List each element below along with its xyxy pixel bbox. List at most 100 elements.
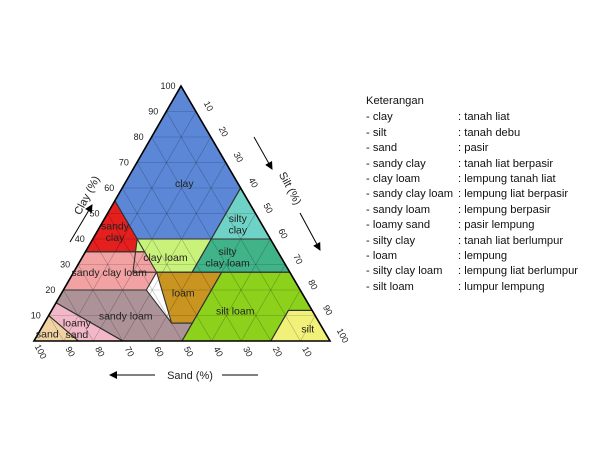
legend-term: - clay bbox=[366, 111, 393, 124]
clay-tick-label: 90 bbox=[148, 107, 158, 117]
sand-tick-label: 60 bbox=[152, 345, 166, 359]
legend-item: - sandy clay loam : lempung liat berpasir bbox=[366, 187, 578, 202]
clay-tick-label: 80 bbox=[134, 132, 144, 142]
legend-item: - clay loam : lempung tanah liat bbox=[366, 172, 578, 187]
legend-items: - clay : tanah liat - silt : tanah debu - sa… bbox=[366, 110, 578, 295]
zone-loamy-sand bbox=[48, 302, 123, 341]
zone-silt-loam bbox=[182, 272, 313, 341]
silt-tick-label: 40 bbox=[246, 176, 260, 190]
zone-label-sandy-loam: sandy loam bbox=[99, 311, 153, 323]
legend-item: - sandy clay : tanah liat berpasir bbox=[366, 157, 578, 172]
zone-label-silty-clay: clay bbox=[228, 225, 247, 237]
silt-tick-label: 90 bbox=[321, 303, 335, 317]
sand-tick-label: 90 bbox=[63, 345, 77, 359]
sand-tick-label: 10 bbox=[300, 345, 314, 359]
sand-tick-label: 50 bbox=[182, 345, 196, 359]
zone-loam bbox=[156, 272, 222, 324]
zone-label-silt: silt bbox=[301, 323, 314, 335]
legend-term: - silty clay loam bbox=[366, 265, 443, 278]
sand-tick-label: 80 bbox=[93, 345, 107, 359]
legend-item: - clay : tanah liat bbox=[366, 110, 578, 125]
grid-line bbox=[240, 264, 286, 342]
zone-label-loamy-sand: loamy bbox=[63, 318, 92, 330]
legend: Keterangan - clay : tanah liat - silt : tan… bbox=[366, 94, 578, 295]
zone-silty-clay-loam bbox=[192, 239, 290, 273]
triangle-outline bbox=[32, 84, 332, 342]
legend-term: - silt loam bbox=[366, 280, 414, 293]
silt-axis-title: Silt (%) bbox=[276, 170, 303, 207]
grid-line bbox=[136, 162, 242, 342]
zone-sandy-clay-loam bbox=[63, 251, 157, 290]
grid-line bbox=[166, 111, 301, 342]
zone-label-silty-clay-loam: clay loam bbox=[205, 258, 250, 270]
legend-meaning: : lempung berpasir bbox=[458, 203, 551, 216]
zone-label-sandy-clay: clay bbox=[106, 232, 125, 244]
legend-meaning: : lempung bbox=[458, 250, 508, 263]
silt-tick-label: 30 bbox=[232, 150, 246, 164]
zone-label-sandy-clay: sandy bbox=[101, 221, 130, 233]
zone-clay-loam bbox=[132, 239, 212, 273]
silt-tick-label: 70 bbox=[291, 252, 305, 266]
legend-meaning: : tanah liat berpasir bbox=[458, 157, 554, 170]
grid-line bbox=[300, 315, 316, 342]
clay-tick-label: 10 bbox=[31, 311, 41, 321]
silt-tick-label: 80 bbox=[306, 278, 320, 292]
zone-silty-clay bbox=[211, 188, 271, 239]
legend-term: - sandy loam bbox=[366, 203, 431, 216]
zone-label-loamy-sand: sand bbox=[66, 329, 89, 341]
grid-line bbox=[77, 264, 124, 342]
sand-tick-label: 20 bbox=[271, 345, 285, 359]
clay-tick-label: 70 bbox=[119, 158, 129, 168]
legend-title: Keterangan bbox=[366, 95, 424, 107]
silt-tick-label: 100 bbox=[335, 327, 351, 345]
legend-meaning: : lempung liat berlumpur bbox=[458, 265, 579, 278]
legend-meaning: : lempung liat berpasir bbox=[458, 188, 569, 201]
legend-meaning: : tanah debu bbox=[458, 126, 521, 139]
silt-tick-label: 60 bbox=[276, 227, 290, 241]
zone-label-clay: clay bbox=[175, 178, 194, 190]
legend-meaning: : lempung tanah liat bbox=[458, 173, 556, 186]
sand-tick-label: 100 bbox=[33, 343, 49, 361]
zone-label-loam: loam bbox=[172, 288, 195, 300]
zone-clay bbox=[114, 86, 241, 239]
zone-silt bbox=[270, 310, 330, 341]
legend-item: - sandy loam : lempung berpasir bbox=[366, 203, 578, 218]
sand-axis-title: Sand (%) bbox=[167, 370, 213, 382]
legend-term: - silty clay bbox=[366, 234, 416, 247]
zone-sandy-loam bbox=[56, 290, 193, 341]
clay-tick-label: 60 bbox=[104, 183, 114, 193]
legend-item: - sand : pasir bbox=[366, 141, 578, 156]
silt-tick-label: 20 bbox=[217, 125, 231, 139]
grid-line bbox=[48, 315, 64, 342]
sand-tick-label: 40 bbox=[211, 345, 225, 359]
legend-term: - sandy clay loam bbox=[366, 188, 454, 201]
legend-term: - loam bbox=[366, 250, 398, 263]
zone-label-silt-loam: silt loam bbox=[216, 305, 255, 317]
axis-ticks: 1020304050607080901001020304050607080901… bbox=[31, 81, 351, 361]
legend-term: - clay loam bbox=[366, 173, 421, 186]
legend-term: - sand bbox=[366, 142, 398, 155]
sand-tick-label: 70 bbox=[123, 345, 137, 359]
legend-meaning: : pasir lempung bbox=[458, 219, 535, 232]
zone-label-clay-loam: clay loam bbox=[143, 252, 188, 264]
grid-line bbox=[211, 238, 271, 342]
legend-meaning: : tanah liat bbox=[458, 111, 510, 124]
zone-label-sand: sand bbox=[36, 328, 59, 340]
legend-term: - loamy sand bbox=[366, 219, 431, 232]
clay-tick-label: 40 bbox=[75, 234, 85, 244]
zone-label-silty-clay-loam: silty bbox=[219, 246, 238, 258]
silt-direction-arrow bbox=[253, 136, 273, 170]
axis-arrows bbox=[69, 136, 321, 379]
legend-meaning: : lumpur lempung bbox=[458, 280, 545, 293]
clay-tick-label: 100 bbox=[160, 81, 175, 91]
grid-line bbox=[122, 162, 226, 342]
legend-item: - silt : tanah debu bbox=[366, 126, 578, 141]
texture-zones bbox=[34, 86, 330, 341]
legend-item: - loam : lempung bbox=[366, 249, 578, 264]
legend-item: - silty clay loam : lempung liat berlumpu… bbox=[366, 264, 578, 279]
legend-term: - sandy clay bbox=[366, 157, 426, 170]
legend-meaning: : tanah liat berlumpur bbox=[458, 234, 564, 247]
silt-tick-label: 10 bbox=[202, 99, 216, 113]
legend-meaning: : pasir bbox=[458, 142, 489, 155]
legend-term: - silt bbox=[366, 126, 387, 139]
